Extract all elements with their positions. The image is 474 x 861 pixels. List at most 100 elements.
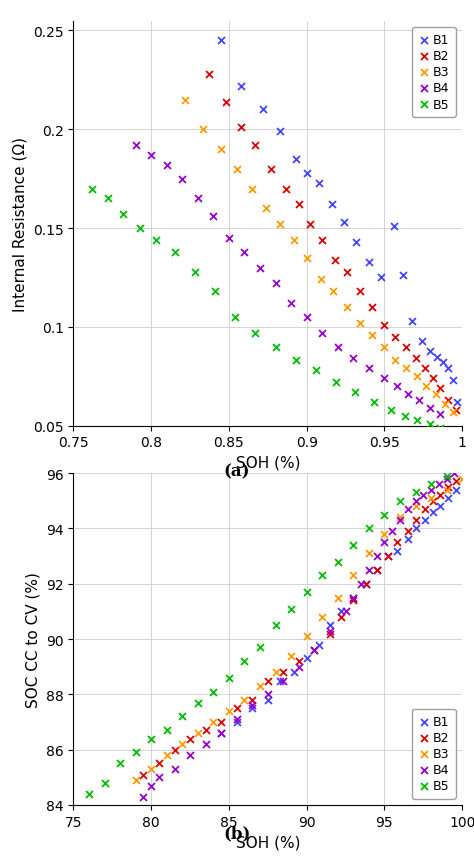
B3 — [381, 528, 388, 542]
B3 — [334, 591, 342, 604]
B5 — [191, 265, 199, 279]
B3 — [449, 406, 456, 419]
B5 — [427, 478, 435, 492]
B2 — [393, 536, 401, 549]
B3 — [210, 715, 217, 729]
B2 — [402, 340, 410, 354]
B5 — [132, 746, 139, 759]
B3 — [396, 511, 404, 524]
B1 — [452, 483, 460, 497]
B3 — [218, 143, 225, 157]
B4 — [147, 149, 155, 163]
B2 — [337, 610, 345, 624]
B2 — [384, 549, 392, 563]
B2 — [452, 475, 460, 489]
B2 — [283, 183, 290, 196]
B3 — [303, 251, 310, 265]
B2 — [252, 139, 259, 152]
B5 — [252, 326, 259, 340]
B1 — [418, 334, 426, 348]
B3 — [365, 547, 373, 561]
B3 — [182, 94, 189, 108]
B3 — [163, 748, 171, 762]
B3 — [412, 499, 419, 513]
B2 — [155, 757, 163, 771]
Legend: B1, B2, B3, B4, B5: B1, B2, B3, B4, B5 — [412, 28, 456, 118]
B3 — [303, 629, 310, 643]
B3 — [194, 727, 201, 740]
X-axis label: SOH (%): SOH (%) — [236, 455, 300, 470]
B4 — [415, 393, 422, 407]
B2 — [421, 503, 428, 517]
B4 — [218, 727, 225, 740]
B5 — [381, 508, 388, 522]
B2 — [343, 265, 351, 279]
B5 — [152, 233, 160, 247]
B2 — [362, 577, 370, 591]
B3 — [147, 762, 155, 776]
B5 — [104, 192, 111, 206]
B2 — [267, 163, 275, 177]
B5 — [88, 183, 96, 196]
B5 — [194, 696, 201, 709]
X-axis label: SOH (%): SOH (%) — [236, 834, 300, 849]
B4 — [140, 790, 147, 803]
B5 — [349, 538, 357, 552]
B5 — [101, 776, 109, 790]
B1 — [373, 563, 381, 577]
B1 — [337, 604, 345, 618]
B1 — [276, 674, 284, 688]
B2 — [237, 121, 245, 135]
B1 — [454, 395, 461, 409]
B3 — [179, 737, 186, 751]
B3 — [427, 492, 435, 505]
B3 — [413, 370, 421, 384]
B5 — [447, 425, 455, 439]
B4 — [225, 232, 233, 245]
B3 — [256, 679, 264, 693]
B4 — [435, 478, 443, 492]
B4 — [373, 549, 381, 563]
B4 — [280, 674, 287, 688]
B4 — [426, 401, 433, 415]
B2 — [444, 480, 452, 494]
B2 — [381, 319, 388, 332]
B1 — [233, 715, 240, 729]
B5 — [256, 641, 264, 654]
B5 — [413, 413, 421, 427]
B4 — [443, 472, 450, 486]
B2 — [326, 627, 334, 641]
B2 — [264, 674, 272, 688]
B4 — [381, 536, 388, 549]
B3 — [402, 362, 410, 376]
B4 — [412, 494, 419, 508]
B5 — [292, 354, 300, 368]
B2 — [205, 68, 212, 82]
B5 — [225, 671, 233, 684]
B1 — [404, 533, 411, 547]
B4 — [451, 467, 458, 480]
B5 — [287, 602, 295, 616]
B5 — [272, 618, 279, 632]
B1 — [259, 103, 267, 117]
B3 — [392, 354, 399, 368]
B5 — [179, 709, 186, 723]
B3 — [343, 300, 351, 314]
B3 — [349, 569, 357, 583]
B1 — [237, 80, 245, 94]
B2 — [373, 563, 381, 577]
B4 — [404, 387, 411, 401]
B4 — [388, 524, 396, 538]
B2 — [171, 743, 178, 757]
B1 — [248, 702, 256, 715]
B5 — [241, 654, 248, 668]
B3 — [441, 398, 449, 412]
B3 — [432, 387, 439, 401]
B1 — [315, 177, 323, 190]
B2 — [392, 331, 399, 344]
B5 — [272, 340, 279, 354]
B5 — [401, 410, 409, 424]
B4 — [210, 210, 217, 224]
B5 — [443, 469, 450, 483]
B1 — [328, 198, 335, 212]
